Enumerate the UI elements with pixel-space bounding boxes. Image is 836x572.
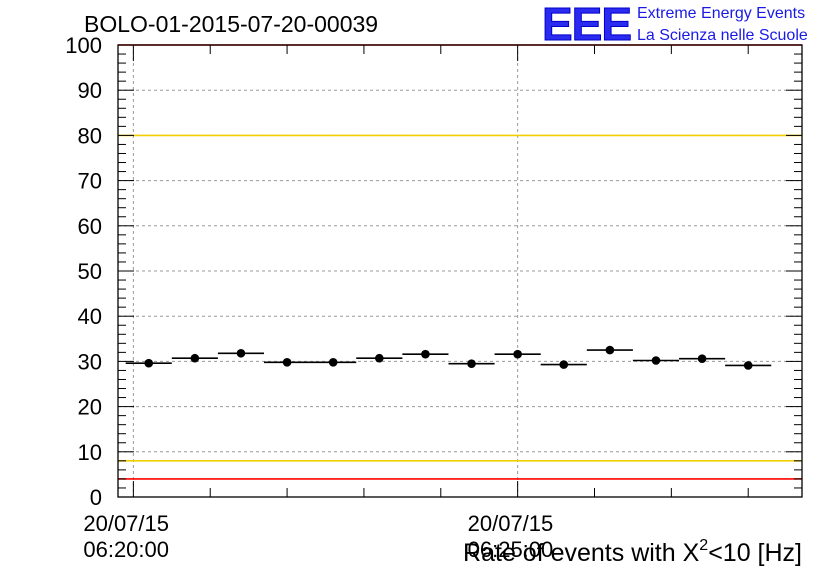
data-point: [651, 356, 661, 365]
y-tick-label: 50: [78, 259, 102, 284]
data-point: [236, 348, 246, 358]
y-tick-label: 30: [78, 349, 102, 374]
y-tick-labels: 0 10 20 30 40 50 60 70 80 90 100: [65, 33, 102, 510]
x-tick-label-time: 06:20:00: [83, 537, 169, 562]
y-tick-label: 20: [78, 395, 102, 420]
data-points: [125, 345, 772, 370]
data-point: [513, 349, 522, 359]
data-point: [743, 361, 753, 370]
y-tick-label: 100: [65, 33, 102, 58]
y-tick-label: 90: [78, 78, 102, 103]
data-point: [144, 358, 154, 368]
axis-ticks: [118, 44, 802, 498]
y-tick-label: 80: [78, 123, 102, 148]
data-point: [559, 360, 569, 369]
y-tick-label: 60: [78, 214, 102, 239]
eee-logo-mark: EEE: [542, 0, 631, 50]
reference-lines: [118, 44, 802, 480]
data-point: [375, 353, 384, 363]
data-point: [467, 359, 476, 368]
y-tick-label: 40: [78, 304, 102, 329]
y-tick-label: 10: [78, 440, 102, 465]
data-point: [421, 349, 430, 359]
x-axis-label-main: Rate of events with X: [463, 539, 700, 567]
x-axis-label-superscript: 2: [699, 537, 708, 554]
x-axis-label: Rate of events with X2<10 [Hz]: [463, 537, 802, 567]
x-tick-labels: 20/07/1506:20:0020/07/1506:25:0020/07/15…: [83, 511, 554, 562]
chart-title: BOLO-01-2015-07-20-00039: [84, 11, 378, 37]
x-tick-label-time: 06:25:00: [468, 537, 554, 562]
data-point: [605, 345, 615, 355]
x-tick-label-date: 20/07/15: [83, 511, 169, 536]
data-point: [328, 358, 338, 367]
y-tick-label: 70: [78, 169, 102, 194]
logo-line-2: La Scienza nelle Scuole: [637, 27, 808, 44]
data-point: [282, 358, 292, 367]
logo-line-1: Extreme Energy Events: [637, 5, 805, 22]
x-tick-label-date: 20/07/15: [468, 511, 554, 536]
data-point: [190, 353, 200, 363]
grid-lines: [118, 44, 802, 498]
data-point: [697, 354, 707, 363]
x-axis-label-tail: <10 [Hz]: [708, 539, 802, 567]
y-tick-label: 0: [90, 485, 102, 510]
